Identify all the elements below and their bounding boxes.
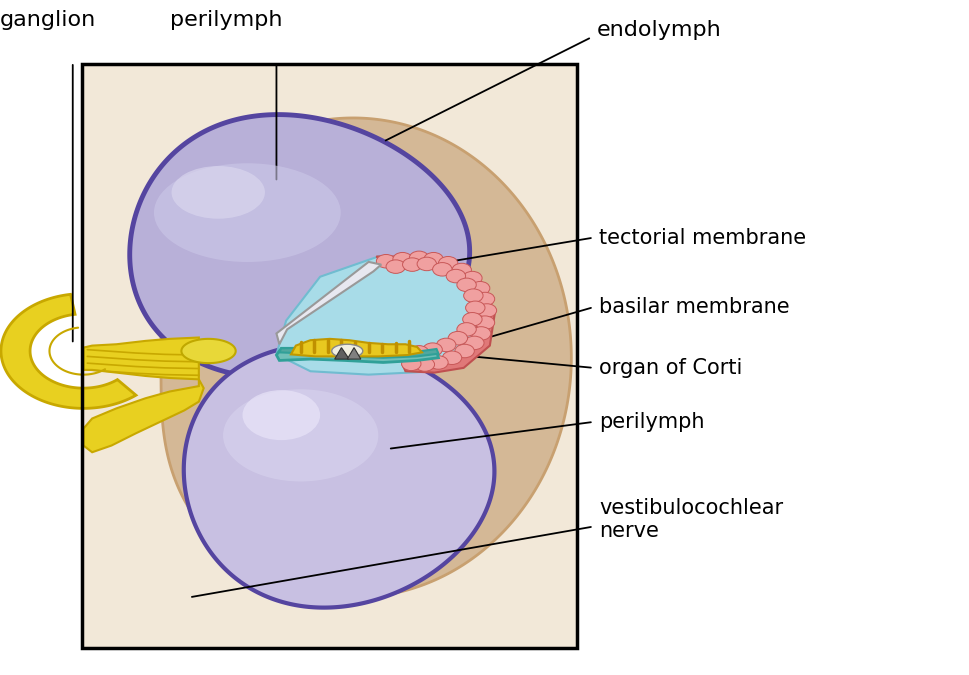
Circle shape: [475, 316, 494, 329]
Circle shape: [409, 251, 428, 265]
Circle shape: [470, 281, 489, 295]
Circle shape: [452, 263, 471, 277]
Circle shape: [475, 292, 494, 306]
Polygon shape: [291, 339, 422, 356]
Circle shape: [432, 263, 452, 276]
Circle shape: [463, 289, 483, 302]
Ellipse shape: [242, 390, 320, 440]
Text: ganglion: ganglion: [0, 10, 96, 30]
Circle shape: [376, 254, 395, 268]
Text: tectorial membrane: tectorial membrane: [599, 227, 806, 248]
Ellipse shape: [172, 166, 265, 219]
Circle shape: [464, 336, 484, 350]
Circle shape: [401, 357, 421, 371]
Circle shape: [428, 356, 448, 369]
Circle shape: [386, 260, 405, 273]
Ellipse shape: [154, 163, 340, 262]
Polygon shape: [183, 344, 494, 608]
Circle shape: [456, 323, 476, 336]
Polygon shape: [1, 294, 136, 408]
Circle shape: [456, 278, 476, 292]
Polygon shape: [347, 348, 360, 359]
Ellipse shape: [331, 344, 362, 358]
Circle shape: [448, 331, 467, 345]
Circle shape: [436, 338, 455, 352]
Text: basilar membrane: basilar membrane: [599, 297, 790, 317]
Circle shape: [477, 304, 496, 317]
Text: organ of Corti: organ of Corti: [599, 358, 742, 378]
Polygon shape: [161, 118, 571, 597]
Circle shape: [417, 257, 436, 271]
Circle shape: [402, 258, 422, 271]
Circle shape: [446, 269, 465, 283]
Polygon shape: [276, 256, 484, 375]
Polygon shape: [181, 339, 235, 363]
Text: perilymph: perilymph: [170, 10, 282, 30]
Circle shape: [392, 252, 412, 266]
Polygon shape: [83, 379, 203, 452]
Circle shape: [462, 313, 482, 326]
Text: vestibulocochlear
nerve: vestibulocochlear nerve: [599, 498, 783, 541]
Circle shape: [415, 358, 434, 371]
Polygon shape: [83, 338, 199, 379]
Circle shape: [465, 301, 484, 315]
Circle shape: [454, 344, 474, 358]
Circle shape: [442, 351, 461, 364]
Text: perilymph: perilymph: [599, 412, 704, 432]
Circle shape: [471, 327, 490, 340]
Circle shape: [422, 343, 442, 356]
Polygon shape: [334, 348, 349, 359]
Circle shape: [438, 256, 457, 270]
Polygon shape: [376, 256, 494, 373]
Polygon shape: [82, 64, 577, 648]
Ellipse shape: [223, 389, 378, 481]
Circle shape: [462, 271, 482, 285]
Polygon shape: [276, 348, 438, 362]
Polygon shape: [130, 115, 469, 378]
Circle shape: [423, 252, 443, 266]
Polygon shape: [276, 262, 381, 344]
Circle shape: [409, 346, 428, 359]
Polygon shape: [279, 348, 438, 358]
Text: endolymph: endolymph: [596, 20, 721, 40]
